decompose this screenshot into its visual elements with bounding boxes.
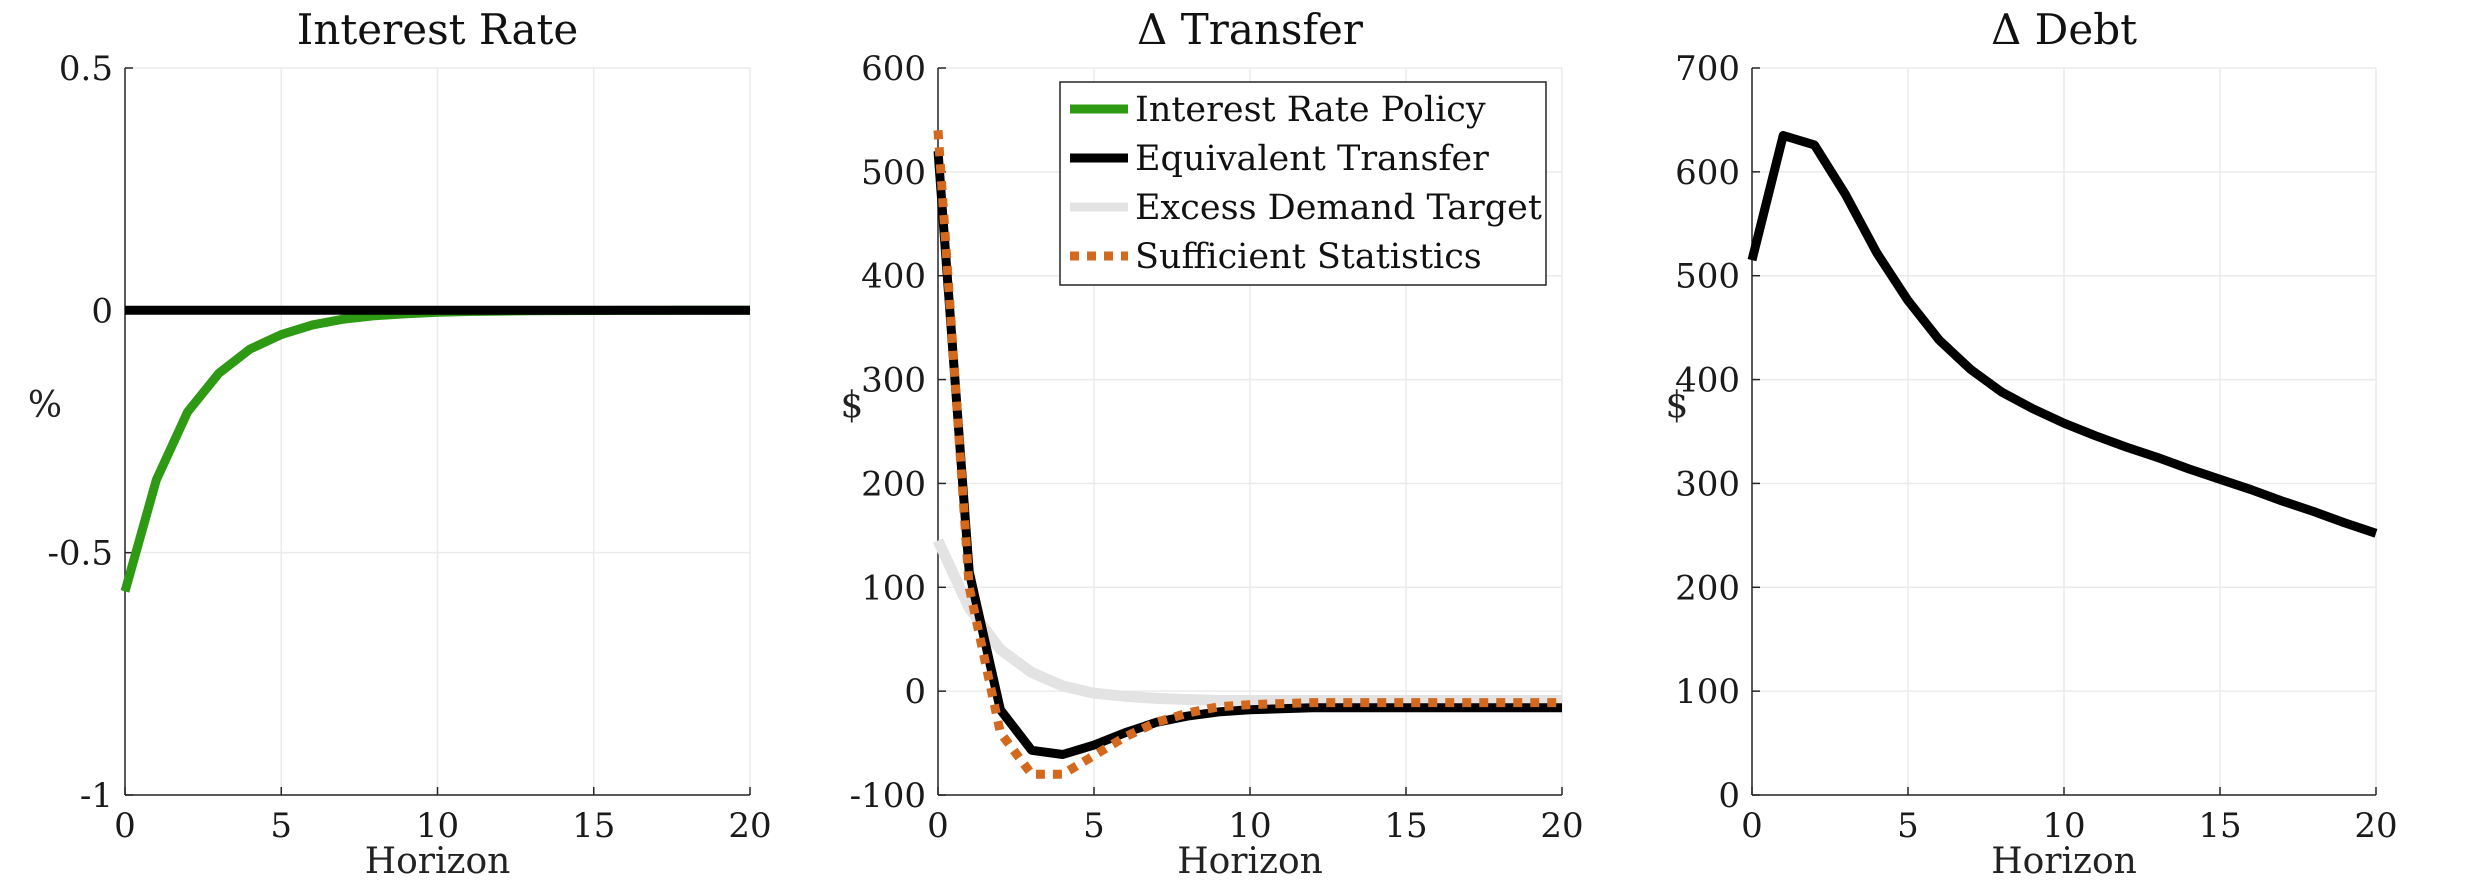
y-tick-label: 300 [861,361,926,401]
y-tick-label: 100 [1675,672,1740,712]
y-tick-label: -0.5 [47,534,113,574]
x-tick-label: 10 [416,806,459,846]
x-tick-label: 20 [2354,806,2397,846]
x-axis-label: Horizon [1991,841,2137,882]
legend-box [1059,81,1547,286]
x-tick-label: 15 [572,806,615,846]
x-tick-label: 0 [927,806,949,846]
x-tick-label: 20 [1540,806,1583,846]
x-tick-label: 5 [270,806,292,846]
y-tick-label: 300 [1675,464,1740,504]
x-axis-label: Horizon [1177,841,1323,882]
y-tick-label: -100 [850,776,926,816]
y-tick-label: 600 [861,49,926,89]
y-tick-label: 100 [861,568,926,608]
series-line-0 [1747,131,2378,538]
x-tick-label: 15 [2198,806,2241,846]
x-tick-label: 15 [1384,806,1427,846]
legend-label: Excess Demand Target [1135,188,1542,228]
x-tick-label: 10 [1228,806,1271,846]
chart-title: Δ Debt [1991,5,2137,54]
y-tick-label: 400 [861,257,926,297]
y-tick-label: 0 [1718,776,1740,816]
y-tick-label: -1 [80,776,113,816]
y-tick-label: 200 [1675,568,1740,608]
y-tick-label: 0 [904,672,926,712]
y-tick-label: 600 [1675,153,1740,193]
y-axis-label: $ [841,385,864,426]
series-line-equivalent-transfer [933,150,1562,759]
y-tick-label: 500 [861,153,926,193]
x-tick-label: 5 [1083,806,1105,846]
y-axis-label: $ [1666,385,1689,426]
y-tick-label: 500 [1675,257,1740,297]
y-tick-label: 0.5 [59,49,113,89]
y-tick-label: 200 [861,464,926,504]
legend-label: Equivalent Transfer [1135,139,1489,179]
x-tick-label: 0 [1741,806,1763,846]
y-tick-label: 400 [1675,361,1740,401]
y-axis-label: % [28,385,62,426]
chart-title: Δ Transfer [1137,5,1364,54]
x-tick-label: 5 [1897,806,1919,846]
x-tick-label: 20 [728,806,771,846]
legend-label: Interest Rate Policy [1135,90,1486,130]
chart-title: Interest Rate [297,5,578,54]
y-tick-label: 700 [1675,49,1740,89]
series-line-sufficient-statistics [933,129,1562,779]
legend: Interest Rate Policy Equivalent Transfer E… [1059,81,1547,286]
x-tick-label: 10 [2042,806,2085,846]
panel-interest-rate: 0 5 10 15 20 -1 -0.5 0 0.5 Interest Rate Horizon% [28,5,772,882]
y-tick-label: 0 [91,291,113,331]
x-axis-label: Horizon [365,841,511,882]
x-tick-label: 0 [114,806,136,846]
legend-label: Sufficient Statistics [1135,237,1482,277]
